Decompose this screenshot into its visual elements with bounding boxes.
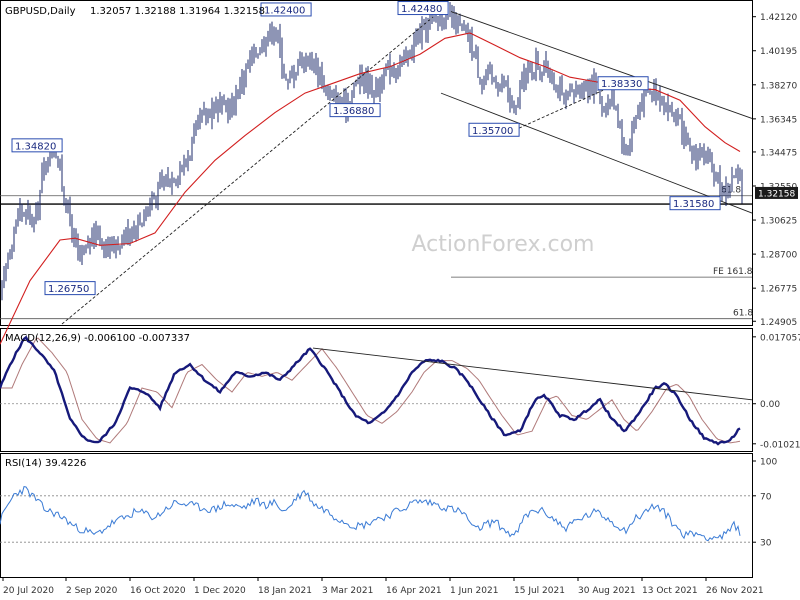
macd-panel-frame bbox=[0, 328, 753, 452]
price-annotation-box bbox=[397, 1, 449, 16]
rsi-panel-frame bbox=[0, 453, 753, 578]
level-label: 61.8 bbox=[733, 309, 753, 319]
price-axis-label: 1.34475 bbox=[760, 148, 797, 158]
price-annotation-label: 1.35700 bbox=[472, 126, 513, 137]
price-axis-label: 1.30625 bbox=[760, 217, 797, 227]
rsi-panel: RSI(14) 39.4226 bbox=[0, 458, 752, 543]
channel-trendline bbox=[440, 92, 753, 214]
time-axis-label: 2 Sep 2020 bbox=[66, 586, 118, 596]
price-panel: 61.8 FE 161.8 61.8 1.42400 1.42480 1.34820 1.3… bbox=[0, 1, 753, 345]
macd-axis-label: -0.010219 bbox=[760, 440, 800, 450]
rsi-axis-label: 100 bbox=[760, 458, 777, 468]
price-annotation-box bbox=[468, 122, 520, 137]
price-annotation-box bbox=[11, 138, 63, 153]
rsi-line bbox=[0, 486, 741, 542]
price-annotation-box bbox=[669, 196, 721, 211]
chart-header-ohlc: 1.32057 1.32188 1.31964 1.32158 bbox=[90, 6, 265, 17]
time-axis-label: 18 Jan 2021 bbox=[258, 586, 312, 596]
rsi-axis-label: 70 bbox=[760, 492, 772, 502]
price-annotation-label: 1.34820 bbox=[15, 141, 56, 152]
price-axis-label: 1.40195 bbox=[760, 47, 797, 57]
macd-axis-label: 0.00 bbox=[760, 400, 780, 410]
price-annotation-box bbox=[329, 103, 381, 118]
price-annotation-label: 1.26750 bbox=[48, 284, 89, 295]
time-axis-label: 20 Jul 2020 bbox=[3, 586, 54, 596]
macd-signal-line bbox=[0, 337, 741, 444]
price-annotation-label: 1.38330 bbox=[601, 79, 642, 90]
watermark: ActionForex.com bbox=[412, 232, 595, 257]
price-axis-label: 1.24905 bbox=[760, 318, 797, 328]
price-annotation-box bbox=[260, 2, 312, 17]
macd-title: MACD(12,26,9) -0.006100 -0.007337 bbox=[5, 333, 190, 344]
price-axis-label: 1.42120 bbox=[760, 13, 797, 23]
macd-panel: MACD(12,26,9) -0.006100 -0.007337 bbox=[0, 333, 753, 446]
price-annotation-label: 1.31580 bbox=[673, 199, 714, 210]
price-annotation-box bbox=[44, 281, 96, 296]
rsi-axis-label: 30 bbox=[760, 539, 772, 549]
time-axis-label: 16 Apr 2021 bbox=[386, 586, 442, 596]
axes: 1.421201.401951.382701.363451.344751.325… bbox=[2, 13, 800, 596]
time-axis-label: 30 Aug 2021 bbox=[578, 586, 636, 596]
price-axis-label: 1.38270 bbox=[760, 81, 797, 91]
price-axis-label: 1.26775 bbox=[760, 285, 797, 295]
macd-trendline bbox=[312, 347, 753, 401]
price-annotation-box bbox=[597, 76, 649, 91]
time-axis-label: 15 Jul 2021 bbox=[514, 586, 565, 596]
support-trendline bbox=[61, 16, 434, 325]
level-label: FE 161.8 bbox=[713, 267, 753, 277]
price-annotation-label: 1.42480 bbox=[401, 4, 442, 15]
rsi-title: RSI(14) 39.4226 bbox=[5, 458, 86, 469]
macd-axis-label: 0.017057 bbox=[760, 333, 800, 343]
time-axis-label: 16 Oct 2020 bbox=[130, 586, 186, 596]
level-label: 61.8 bbox=[721, 186, 741, 196]
time-axis-label: 1 Dec 2020 bbox=[194, 586, 246, 596]
price-axis-label: 1.36345 bbox=[760, 115, 797, 125]
price-annotation-label: 1.36880 bbox=[333, 106, 374, 117]
time-axis-label: 3 Mar 2021 bbox=[322, 586, 373, 596]
current-price-marker bbox=[755, 186, 798, 199]
time-axis-label: 1 Jun 2021 bbox=[450, 586, 498, 596]
macd-line bbox=[0, 335, 741, 446]
price-annotation-label: 1.42400 bbox=[264, 5, 305, 16]
current-price-label: 1.32158 bbox=[758, 189, 795, 199]
price-axis-label: 1.28700 bbox=[760, 251, 797, 261]
time-axis-label: 13 Oct 2021 bbox=[642, 586, 698, 596]
support-trendline bbox=[518, 89, 604, 129]
time-axis-label: 26 Nov 2021 bbox=[706, 586, 764, 596]
chart-header-symbol: GBPUSD,Daily bbox=[5, 6, 76, 17]
channel-trendline bbox=[450, 11, 753, 119]
